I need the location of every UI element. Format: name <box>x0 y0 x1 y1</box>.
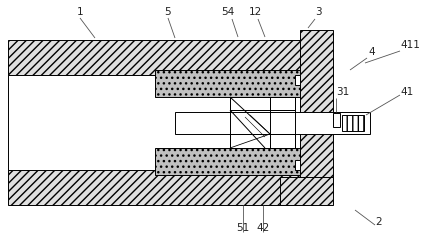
Text: 12: 12 <box>249 7 262 17</box>
Bar <box>230 134 270 148</box>
Bar <box>342 115 364 131</box>
Text: 411: 411 <box>400 40 420 50</box>
Text: 41: 41 <box>400 87 413 97</box>
Text: 42: 42 <box>256 223 270 233</box>
Bar <box>155 70 300 97</box>
Bar <box>270 97 295 110</box>
Bar <box>230 97 270 110</box>
Text: 4: 4 <box>368 47 375 57</box>
Bar <box>8 75 300 170</box>
Text: 51: 51 <box>237 223 249 233</box>
Text: 5: 5 <box>165 7 171 17</box>
Bar <box>155 148 300 175</box>
Text: 2: 2 <box>375 217 381 227</box>
Text: 1: 1 <box>77 7 83 17</box>
Bar <box>333 113 340 127</box>
Text: 31: 31 <box>336 87 349 97</box>
Bar <box>8 170 300 205</box>
Bar <box>280 177 333 205</box>
Bar <box>300 30 333 187</box>
Text: 54: 54 <box>222 7 235 17</box>
Text: 3: 3 <box>315 7 321 17</box>
Bar <box>295 75 300 85</box>
Bar <box>295 160 300 170</box>
Bar <box>8 40 300 75</box>
Bar <box>175 112 370 134</box>
Bar <box>270 134 295 148</box>
